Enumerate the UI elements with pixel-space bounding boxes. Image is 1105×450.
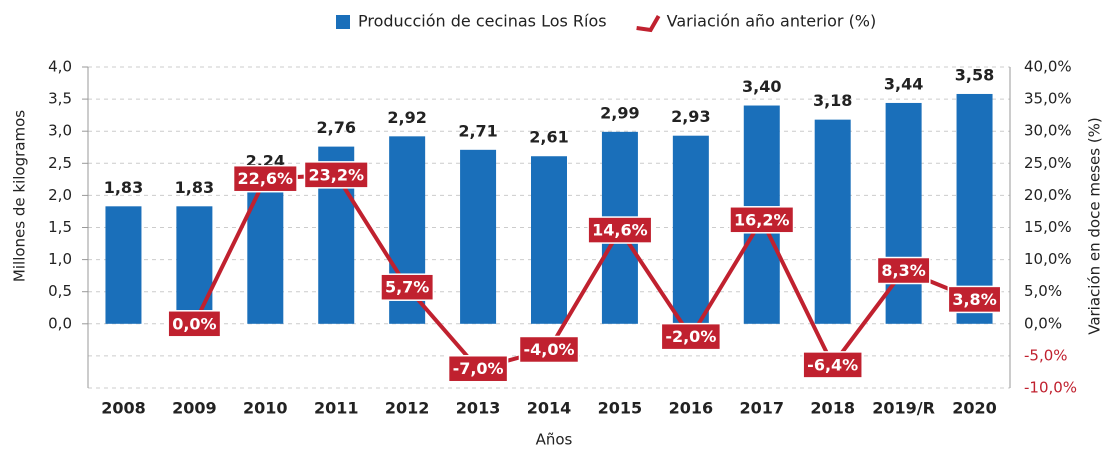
line-value-label: 0,0% (172, 314, 216, 333)
line-value-label-group: -6,4% (802, 351, 863, 379)
bar-value-label: 2,93 (671, 107, 710, 126)
y2-tick-label: -5,0% (1024, 346, 1068, 364)
line-value-box (232, 164, 298, 193)
bar (460, 149, 497, 324)
bar (105, 206, 142, 324)
line-value-box (587, 216, 653, 244)
bar (531, 156, 567, 324)
y-tick-label: 0,5 (48, 282, 72, 300)
y-tick-label: 1,5 (48, 218, 72, 236)
line-value-box (802, 351, 863, 379)
line-value-label-group: 5,7% (380, 273, 435, 301)
legend-swatch (336, 15, 350, 29)
x-tick-label: 2010 (243, 399, 288, 418)
line (192, 172, 976, 371)
line-value-label-group: 22,6% (232, 164, 298, 193)
x-tick-label: 2019/R (872, 399, 935, 418)
x-tick-label: 2020 (952, 399, 997, 418)
line-value-box (303, 161, 369, 189)
y-tick-label: 3,0 (48, 122, 72, 140)
y2-tick-label: 0,0% (1024, 314, 1062, 332)
line-value-box (729, 206, 795, 234)
bar-value-label: 2,71 (458, 121, 497, 140)
line-value-label-group: 23,2% (303, 161, 369, 189)
line-value-label-group: 3,8% (947, 285, 1002, 314)
bar-value-label: 3,44 (884, 74, 923, 93)
y2-tick-label: 40,0% (1024, 58, 1072, 76)
y2-axis-title: Variación en doce meses (%) (1086, 117, 1104, 335)
line-value-label: -4,0% (523, 340, 574, 359)
line-value-label: 8,3% (881, 261, 925, 280)
line-value-box (167, 310, 222, 338)
y-tick-label: 2,5 (48, 154, 72, 172)
bar (885, 102, 922, 324)
x-tick-label: 2011 (314, 399, 359, 418)
line-value-box (660, 322, 722, 351)
line-value-label-group: -7,0% (447, 354, 509, 383)
line-value-label: 3,8% (952, 290, 996, 309)
x-tick-label: 2012 (385, 399, 430, 418)
legend-label: Variación año anterior (%) (667, 12, 877, 31)
y2-tick-label: 10,0% (1024, 250, 1072, 268)
line-value-box (518, 335, 580, 364)
y-tick-label: 4,0 (48, 58, 72, 76)
y2-tick-label: 15,0% (1024, 218, 1072, 236)
line-value-box (380, 273, 435, 301)
bar-value-label: 1,83 (104, 178, 143, 197)
y2-tick-label: -10,0% (1024, 379, 1077, 397)
y2-tick-label: 35,0% (1024, 90, 1072, 108)
x-tick-label: 2015 (598, 399, 643, 418)
y2-tick-label: 30,0% (1024, 122, 1072, 140)
y-tick-label: 3,5 (48, 90, 72, 108)
line-value-label-group: -2,0% (660, 322, 722, 351)
x-tick-label: 2017 (740, 399, 785, 418)
line-value-label-group: 8,3% (876, 256, 931, 285)
y2-tick-label: 20,0% (1024, 186, 1072, 204)
x-axis-title: Años (536, 431, 573, 449)
legend-swatch (636, 15, 661, 33)
y-tick-label: 1,0 (48, 250, 72, 268)
bar-value-label: 2,92 (387, 108, 426, 127)
line-value-label: 16,2% (734, 210, 790, 229)
x-tick-label: 2014 (527, 399, 572, 418)
legend-label: Producción de cecinas Los Ríos (358, 12, 607, 31)
line-value-box (876, 256, 931, 285)
bar (672, 135, 709, 324)
line-value-label: 22,6% (238, 169, 294, 188)
bar-value-label: 2,76 (316, 118, 355, 137)
bar-value-label: 2,61 (529, 128, 568, 147)
y-axis-title: Millones de kilogramos (11, 110, 29, 282)
x-tick-label: 2008 (101, 399, 146, 418)
x-tick-label: 2009 (172, 399, 217, 418)
line-value-label: 23,2% (308, 165, 364, 184)
line-value-label: -7,0% (453, 359, 504, 378)
line-value-label: 5,7% (385, 278, 429, 297)
bar-value-label: 3,18 (813, 91, 852, 110)
line-value-box (947, 285, 1002, 314)
bar-value-label: 3,40 (742, 77, 781, 96)
y2-tick-label: 25,0% (1024, 154, 1072, 172)
y-tick-label: 2,0 (48, 186, 72, 204)
bar-value-label: 3,58 (955, 65, 994, 84)
line-value-label: -2,0% (665, 327, 716, 346)
y2-tick-label: 5,0% (1024, 282, 1062, 300)
bar-value-label: 1,83 (175, 178, 214, 197)
x-tick-label: 2016 (669, 399, 714, 418)
line-value-label-group: -4,0% (518, 335, 580, 364)
bar (814, 119, 851, 324)
line-value-label: -6,4% (807, 355, 858, 374)
x-tick-label: 2018 (810, 399, 855, 418)
bar (956, 93, 993, 324)
y-tick-label: 0,0 (48, 314, 72, 332)
bar (176, 206, 213, 324)
line-value-label-group: 0,0% (167, 310, 222, 338)
line-value-label-group: 16,2% (729, 206, 795, 234)
line-value-box (447, 354, 509, 383)
line-value-label-group: 14,6% (587, 216, 653, 244)
line-value-label: 14,6% (592, 221, 648, 240)
bar-value-label: 2,99 (600, 103, 639, 122)
x-tick-label: 2013 (456, 399, 501, 418)
